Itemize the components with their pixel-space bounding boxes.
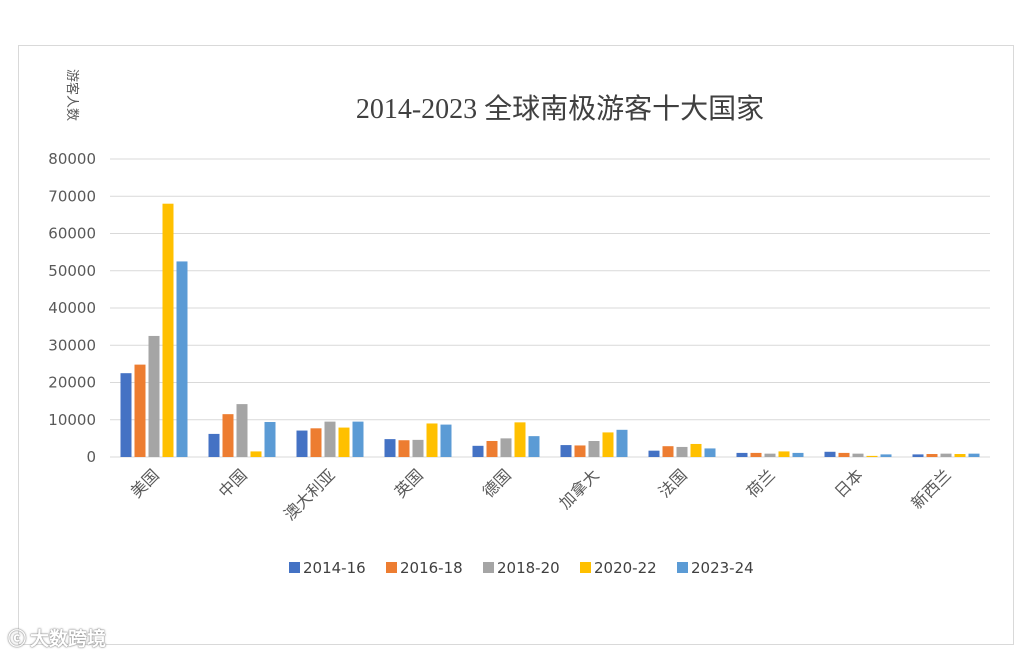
bar <box>264 421 276 457</box>
legend-label: 2018-20 <box>497 559 560 577</box>
x-category-label: 澳大利亚 <box>280 465 339 524</box>
bar <box>134 364 146 457</box>
bar <box>148 335 160 457</box>
legend-swatch <box>483 562 494 573</box>
x-category-label: 新西兰 <box>907 465 954 512</box>
bar <box>426 423 438 457</box>
bar <box>648 450 660 457</box>
y-tick-label: 70000 <box>48 187 96 205</box>
bar <box>208 433 220 457</box>
bar <box>560 445 572 457</box>
bar <box>704 448 716 457</box>
legend: 2014-16 2016-18 2018-20 2020-22 2023-24 <box>289 559 754 577</box>
bar <box>352 421 364 457</box>
x-category-label: 中国 <box>215 465 251 501</box>
y-tick-label: 80000 <box>48 150 96 168</box>
y-tick-label: 0 <box>86 448 96 466</box>
bars <box>120 203 980 457</box>
legend-swatch <box>289 562 300 573</box>
bar <box>176 261 188 457</box>
bar <box>236 404 248 457</box>
bar <box>926 454 938 457</box>
bar <box>778 451 790 457</box>
y-tick-labels: 0 10000 20000 30000 40000 50000 60000 70000 8000… <box>48 150 96 466</box>
y-tick-label: 10000 <box>48 411 96 429</box>
bar <box>662 446 674 457</box>
bar <box>574 445 586 457</box>
bar <box>838 452 850 457</box>
bar <box>472 445 484 457</box>
bar <box>384 439 396 457</box>
legend-label: 2014-16 <box>303 559 366 577</box>
bar <box>764 453 776 457</box>
legend-label: 2020-22 <box>594 559 657 577</box>
x-category-label: 美国 <box>127 465 163 501</box>
bar <box>736 452 748 457</box>
bar <box>222 414 234 457</box>
bar <box>912 454 924 457</box>
bar <box>514 422 526 457</box>
bar <box>398 440 410 457</box>
x-category-label: 荷兰 <box>743 465 779 501</box>
bar <box>310 428 322 457</box>
bar <box>338 427 350 457</box>
bar <box>528 436 540 457</box>
bar <box>588 440 600 457</box>
watermark: ⓒ 大数跨境 <box>8 624 106 651</box>
bar <box>824 451 836 457</box>
bar <box>602 432 614 457</box>
bar <box>792 452 804 457</box>
bar <box>486 440 498 457</box>
y-tick-label: 60000 <box>48 225 96 243</box>
y-tick-label: 40000 <box>48 299 96 317</box>
y-axis-label: 游客人数 <box>64 69 80 121</box>
legend-label: 2016-18 <box>400 559 463 577</box>
chart-title: 2014-2023 全球南极游客十大国家 <box>356 93 764 125</box>
bar <box>954 454 966 457</box>
legend-swatch <box>386 562 397 573</box>
bar <box>690 443 702 457</box>
legend-swatch <box>677 562 688 573</box>
bar <box>412 439 424 457</box>
bar <box>616 429 628 457</box>
y-tick-label: 50000 <box>48 262 96 280</box>
bar <box>968 453 980 457</box>
bar <box>852 453 864 457</box>
bar <box>324 421 336 457</box>
x-category-labels: 美国 中国 澳大利亚 英国 德国 加拿大 法国 荷兰 日本 新西兰 <box>127 465 955 524</box>
bar <box>296 430 308 457</box>
bar <box>880 454 892 457</box>
bar <box>162 203 174 457</box>
bar <box>940 453 952 457</box>
x-category-label: 日本 <box>831 465 867 501</box>
y-tick-label: 20000 <box>48 374 96 392</box>
watermark-logo-icon: ⓒ <box>8 629 26 650</box>
bar <box>866 455 878 457</box>
bar <box>500 438 512 457</box>
watermark-text: 大数跨境 <box>30 628 107 650</box>
x-category-label: 德国 <box>479 465 515 501</box>
bar <box>120 373 132 457</box>
x-category-label: 法国 <box>655 465 691 501</box>
y-tick-label: 30000 <box>48 336 96 354</box>
x-category-label: 英国 <box>391 465 427 501</box>
bar <box>676 446 688 457</box>
bar <box>750 452 762 457</box>
bar <box>250 451 262 457</box>
legend-label: 2023-24 <box>691 559 754 577</box>
bar <box>440 424 452 457</box>
x-category-label: 加拿大 <box>555 465 602 512</box>
legend-swatch <box>580 562 591 573</box>
